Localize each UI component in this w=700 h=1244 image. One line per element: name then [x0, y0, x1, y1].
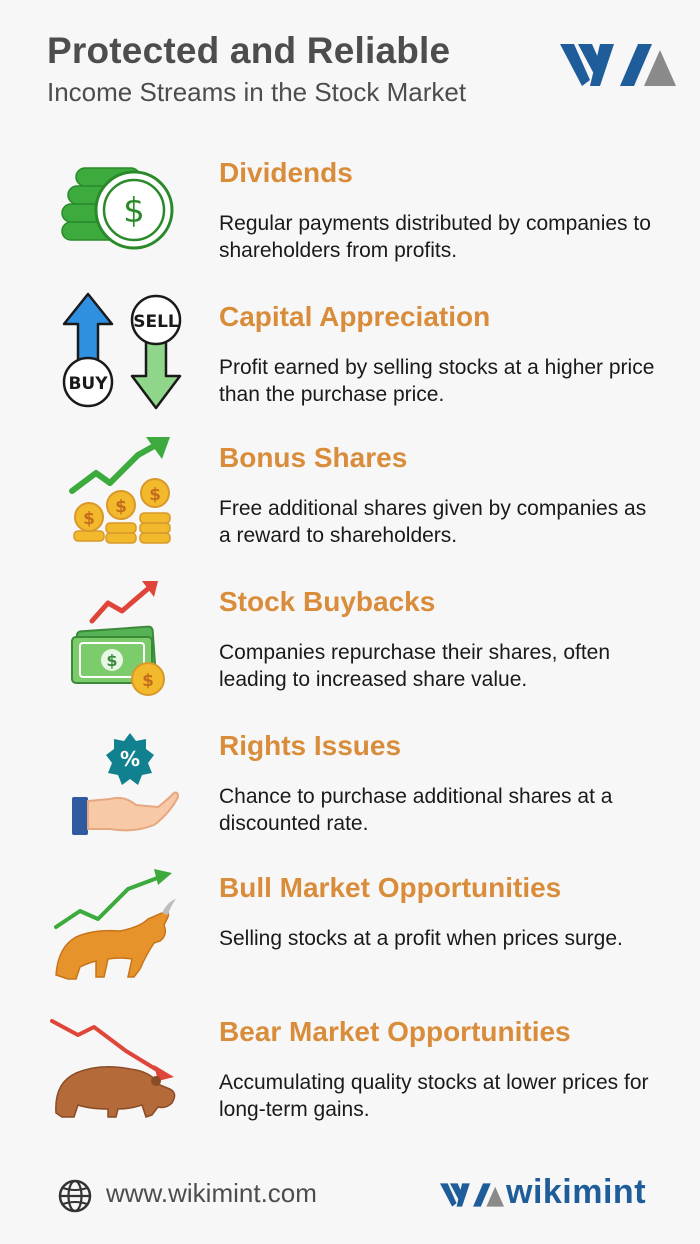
- wikimint-logo: [560, 40, 676, 90]
- brand-name: wikimint: [506, 1173, 647, 1211]
- footer: www.wikimint.com wikimint: [0, 1165, 700, 1225]
- svg-text:$: $: [106, 651, 117, 670]
- bear-icon: [50, 1009, 190, 1133]
- globe-icon: [58, 1179, 92, 1213]
- discount-label: %: [120, 747, 140, 771]
- page-subtitle: Income Streams in the Stock Market: [47, 77, 467, 107]
- item-title: Bull Market Opportunities: [219, 872, 562, 903]
- item-title: Dividends: [219, 157, 353, 188]
- header: Protected and Reliable Income Streams in…: [47, 30, 466, 109]
- item-description: Free additional shares given by companie…: [219, 497, 647, 547]
- rising-coins-icon: $ $ $: [50, 435, 190, 559]
- item-title: Rights Issues: [219, 730, 402, 761]
- item-title: Capital Appreciation: [219, 301, 491, 332]
- svg-text:$: $: [83, 509, 95, 529]
- item-description: Regular payments distributed by companie…: [219, 212, 651, 262]
- item-description: Accumulating quality stocks at lower pri…: [219, 1071, 649, 1121]
- cash-growth-icon: $ $: [50, 581, 190, 705]
- coin-stack-icon: $: [50, 152, 190, 276]
- item-description: Companies repurchase their shares, often…: [219, 641, 611, 691]
- page-title: Protected and Reliable: [47, 30, 451, 71]
- wikimint-logo-mark: [440, 1181, 504, 1211]
- item-description: Selling stocks at a profit when prices s…: [219, 927, 623, 950]
- item-title: Bear Market Opportunities: [219, 1016, 571, 1047]
- svg-text:$: $: [149, 485, 161, 505]
- buy-label: BUY: [68, 374, 108, 394]
- svg-text:$: $: [142, 671, 154, 691]
- item-title: Bonus Shares: [219, 442, 408, 473]
- website-link[interactable]: www.wikimint.com: [106, 1178, 317, 1208]
- svg-text:$: $: [123, 191, 145, 231]
- hand-discount-icon: %: [50, 729, 190, 853]
- buy-sell-arrows-icon: SELL BUY: [50, 290, 190, 414]
- item-description: Profit earned by selling stocks at a hig…: [219, 356, 655, 406]
- sell-label: SELL: [133, 312, 179, 332]
- item-title: Stock Buybacks: [219, 586, 436, 617]
- bull-icon: [50, 865, 190, 989]
- svg-text:$: $: [115, 497, 127, 517]
- item-description: Chance to purchase additional shares at …: [219, 785, 613, 835]
- brand-logo: wikimint: [440, 1173, 670, 1217]
